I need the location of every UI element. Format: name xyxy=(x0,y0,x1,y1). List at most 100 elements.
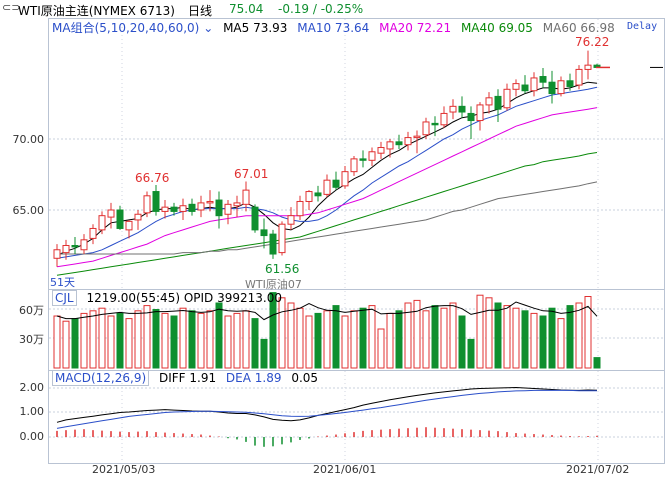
candle-body xyxy=(467,112,475,122)
volume-bar xyxy=(98,307,106,369)
candle-body xyxy=(557,80,565,95)
title-bar: ⊂⊃ WTI原油主连(NYMEX 6713) 日线 75.04 -0.19 / … xyxy=(0,0,666,18)
volume-bar xyxy=(170,315,178,369)
candle-body xyxy=(404,137,412,146)
ma-dropdown-icon[interactable]: ⌄ xyxy=(203,21,214,35)
volume-bar xyxy=(476,294,484,369)
volume-bar xyxy=(512,307,520,369)
volume-bar xyxy=(143,305,151,369)
candle-body xyxy=(530,77,538,92)
candle-body xyxy=(278,223,286,254)
volume-bar xyxy=(431,305,439,369)
volume-info: 1219.00(55:45) OPID 399213.00 xyxy=(86,291,282,305)
ma-info-row: MA组合(5,10,20,40,60,0) ⌄ MA5 73.93 MA10 7… xyxy=(52,19,615,36)
candle-body xyxy=(197,202,205,211)
candle-body xyxy=(449,105,457,113)
ma-line-ma60 xyxy=(57,181,598,255)
vol-tick-30: 30万 xyxy=(19,333,44,346)
volume-bar xyxy=(377,328,385,369)
volume-bar xyxy=(62,320,70,369)
volume-bar xyxy=(269,292,277,369)
volume-bar xyxy=(548,307,556,369)
candle-body xyxy=(368,151,376,161)
candle-body xyxy=(413,135,421,139)
candle-body xyxy=(296,200,304,217)
watermark-label: WTI原油07 xyxy=(245,278,302,291)
volume-bar xyxy=(134,310,142,369)
candle-body xyxy=(170,206,178,212)
candle-body xyxy=(458,105,466,113)
ma5-value: MA5 73.93 xyxy=(223,21,288,35)
macd-tick-2: 2.00 xyxy=(19,381,45,394)
candle-body xyxy=(134,213,142,221)
candle-body xyxy=(431,122,439,126)
volume-bar xyxy=(584,296,592,369)
volume-bar xyxy=(566,305,574,369)
volume-bar xyxy=(557,318,565,369)
instrument-name: WTI原油主连(NYMEX 6713) xyxy=(18,4,175,18)
volume-ma-line xyxy=(56,301,598,321)
candle-body xyxy=(179,205,187,212)
volume-bar xyxy=(251,318,259,369)
volume-bar xyxy=(260,338,268,369)
candle-body xyxy=(224,203,232,215)
high-annotation-66: 66.76 xyxy=(135,171,170,185)
candle-body xyxy=(584,64,592,70)
candle-body xyxy=(422,121,430,136)
candle-body xyxy=(566,80,574,87)
volume-bar xyxy=(287,302,295,369)
candle-body xyxy=(548,81,556,95)
ma-combo-label[interactable]: MA组合(5,10,20,40,60,0) xyxy=(52,21,200,35)
candle-body xyxy=(251,206,259,231)
volume-bar xyxy=(116,312,124,369)
candle-body xyxy=(440,112,448,126)
volume-bar xyxy=(503,305,511,369)
macd-panel[interactable] xyxy=(48,370,665,464)
ma60-value: MA60 66.98 xyxy=(542,21,615,35)
x-label-0503: 2021/05/03 xyxy=(92,463,156,476)
volume-bar xyxy=(449,302,457,369)
candle-body xyxy=(332,179,340,188)
volume-bar xyxy=(107,315,115,369)
candle-body xyxy=(152,191,160,212)
diff-value: DIFF 1.91 xyxy=(158,371,217,385)
y-tick-70: 70.00 xyxy=(12,133,45,146)
candle-body xyxy=(359,158,367,161)
volume-bar xyxy=(179,307,187,369)
candle-body xyxy=(323,179,331,195)
volume-bar xyxy=(71,318,79,369)
volume-bar xyxy=(188,310,196,369)
macd-value: 0.05 xyxy=(291,371,319,385)
volume-bar xyxy=(413,299,421,369)
period-selector[interactable]: 日线 xyxy=(188,4,213,18)
candle-body xyxy=(161,206,169,212)
ma40-value: MA40 69.05 xyxy=(460,21,533,35)
x-label-0702: 2021/07/02 xyxy=(566,463,630,476)
volume-bar xyxy=(440,307,448,369)
volume-bar xyxy=(404,302,412,369)
candle-body xyxy=(260,229,268,237)
volume-bar xyxy=(458,315,466,369)
volume-bar xyxy=(386,312,394,369)
candle-body xyxy=(287,215,295,225)
volume-info-row: CJL 1219.00(55:45) OPID 399213.00 xyxy=(52,290,282,306)
volume-bar xyxy=(368,305,376,369)
volume-bar xyxy=(332,305,340,369)
volume-bar xyxy=(575,302,583,369)
volume-bar xyxy=(152,309,160,369)
x-label-0601: 2021/06/01 xyxy=(313,463,377,476)
macd-line-diff xyxy=(56,386,598,423)
volume-bar xyxy=(485,297,493,369)
candle-body xyxy=(80,239,88,251)
candle-body xyxy=(485,97,493,106)
macd-label[interactable]: MACD(12,26,9) xyxy=(52,370,150,386)
volume-bar xyxy=(593,357,601,369)
low-annotation-61: 61.56 xyxy=(265,262,300,276)
cjl-label[interactable]: CJL xyxy=(52,290,77,306)
chart-link-icon[interactable]: ⊂⊃ xyxy=(2,1,21,14)
volume-bar xyxy=(530,312,538,369)
volume-bar xyxy=(494,302,502,369)
high-annotation-67: 67.01 xyxy=(234,167,269,181)
delay-label: Delay xyxy=(627,21,658,32)
